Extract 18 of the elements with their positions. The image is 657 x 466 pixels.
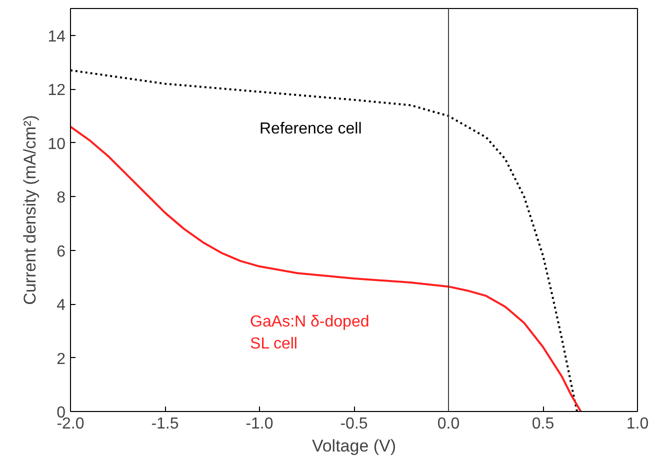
x-tick-label: -2.0: [56, 416, 84, 432]
series-label: Reference cell: [260, 120, 362, 138]
x-tick-label: 0.5: [532, 416, 554, 432]
y-tick-label: 10: [48, 136, 66, 153]
y-tick-label: 4: [56, 297, 66, 314]
x-tick-label: -0.5: [340, 416, 368, 432]
x-tick-label: 0.0: [437, 416, 460, 432]
y-tick-label: 12: [48, 82, 66, 100]
y-tick-label: 8: [56, 190, 66, 207]
y-tick-label: 6: [56, 243, 66, 260]
y-tick-label: 14: [48, 28, 66, 46]
x-tick-label: -1.5: [151, 416, 179, 432]
y-tick-label: 2: [56, 350, 66, 368]
y-axis-title: Current density (mA/cm²): [20, 115, 40, 305]
x-tick-label: -1.0: [246, 416, 274, 432]
x-axis-title: Voltage (V): [312, 436, 396, 456]
x-tick-label: 1.0: [626, 416, 649, 432]
text: GaAs:N δ-doped SL cell: [250, 313, 370, 352]
